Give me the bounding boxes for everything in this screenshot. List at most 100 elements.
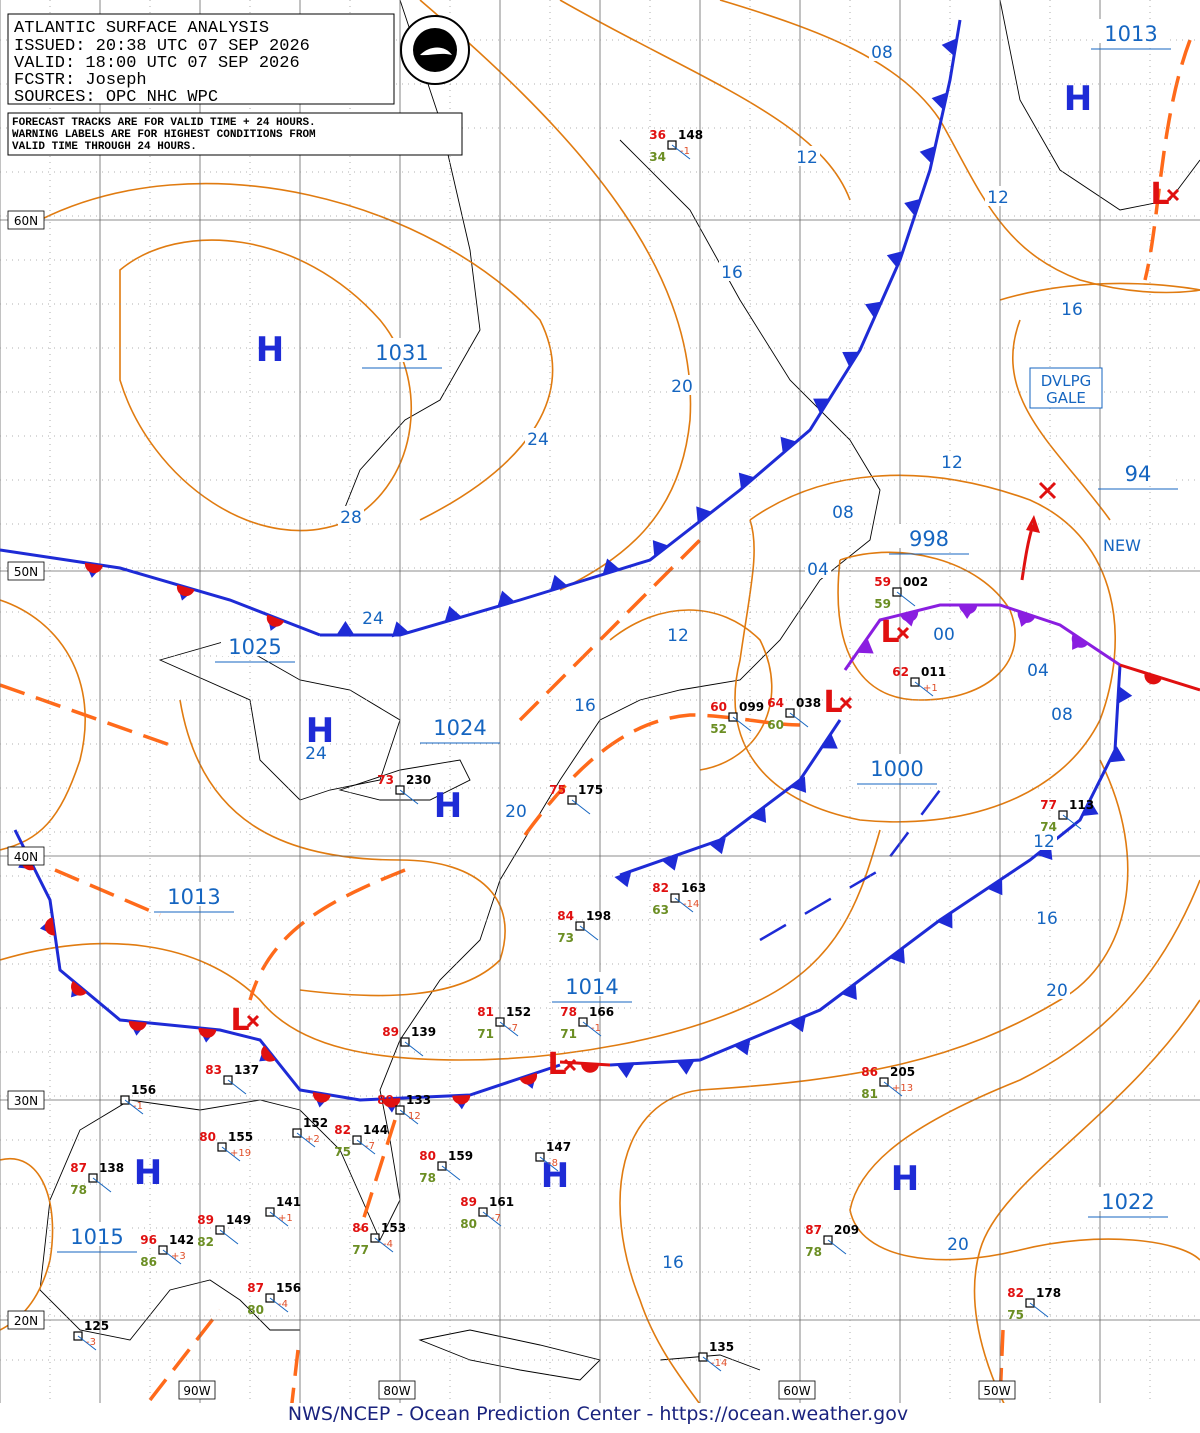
station-pressure: 153 [381,1221,406,1235]
wind-barb [674,897,694,913]
lat-label: 40N [14,850,38,864]
center-pressure: 1000 [870,757,923,781]
station-dewpoint: 80 [460,1217,477,1231]
station-dewpoint: 78 [805,1245,822,1259]
station-pressure: 125 [84,1319,109,1333]
isobar-label-bg [360,607,386,627]
wind-barb [499,1021,519,1037]
troughs [0,39,1192,1421]
station-pressure: 148 [678,128,703,142]
isobar-label-bg [945,1233,971,1253]
wind-barb [827,1239,847,1255]
lat-label: 60N [14,214,38,228]
low-cross [1166,188,1180,202]
isobar-label: 00 [933,625,955,645]
station-pressure: 163 [681,881,706,895]
wind-barb [441,1165,461,1181]
pressure-bg [863,754,931,778]
low-center: L [547,1047,566,1082]
station-tendency: -1 [591,1023,601,1034]
station-pressure: 230 [406,773,431,787]
notice-box [7,112,463,156]
pressure-bg [1097,19,1165,43]
station-temp: 75 [549,783,566,797]
isobar-label: 12 [1033,832,1055,852]
station-temp: 73 [377,773,394,787]
station-tendency: -7 [508,1023,518,1034]
station-temp: 84 [557,909,574,923]
station-temp: 83 [205,1063,222,1077]
station-dewpoint: 52 [710,722,727,736]
front-triangle [444,606,462,622]
isobar-label: 20 [505,802,527,822]
lon-label: 80W [383,1384,410,1398]
warning-label: DVLPG [1041,372,1092,390]
isobar-label: 04 [1027,661,1049,681]
front-semicircle [312,1092,331,1103]
front-triangle [616,1063,635,1079]
station-temp: 80 [419,1149,436,1163]
front-triangle [789,1015,806,1033]
station-pressure: 144 [363,1123,388,1137]
front-semicircle [70,980,87,996]
header-line: SOURCES: OPC NHC WPC [14,88,218,107]
station-pressure: 149 [226,1213,251,1227]
station-pressure: 002 [903,575,928,589]
isobar-label-bg [1025,659,1051,679]
front-triangle [813,398,830,414]
station-pressure: 209 [834,1223,859,1237]
wind-barb [221,1146,241,1162]
station-temp: 80 [199,1130,216,1144]
pressure-bg [895,524,963,548]
isobar-label-bg [805,558,831,578]
front-semicircle [519,1072,538,1085]
wind-barb [124,1099,144,1115]
center-pressure: 1013 [167,885,220,909]
isobar-label-bg [719,261,745,281]
wind-barb [219,1229,239,1245]
station-temp: 87 [805,1223,822,1237]
station-pressure: 152 [303,1116,328,1130]
front-triangle [1117,685,1133,704]
isobar-label-bg [665,624,691,644]
station-temp: 89 [197,1213,214,1227]
station-dewpoint: 60 [767,718,784,732]
station-temp: 64 [767,696,784,710]
wind-barb [77,1335,97,1351]
low-center: L [823,685,842,720]
wind-barb [269,1297,289,1313]
wind-barb [399,789,419,805]
front-triangle [919,146,936,164]
isobar-label: 16 [1036,909,1058,929]
wind-barb [374,1237,394,1253]
center-pressure: 94 [1125,462,1152,486]
wind-barb [896,591,916,607]
station-dewpoint: 74 [1040,820,1057,834]
front-triangle [821,733,838,749]
front-triangle [614,871,632,888]
isobar-label-bg [1034,907,1060,927]
wind-barb [702,1356,722,1372]
front-triangle [661,854,679,871]
station-tendency: -3 [86,1337,96,1348]
wind-barb [732,716,752,732]
station-tendency: +19 [230,1148,251,1159]
isobar-label-bg [338,506,364,526]
low-center: L [880,615,899,650]
station-pressure: 156 [131,1083,156,1097]
center-pressure: 1014 [565,975,618,999]
isobar-label: 28 [340,508,362,528]
station-tendency: -1 [680,146,690,157]
isobar-label: 12 [987,188,1009,208]
station-temp: 59 [874,575,891,589]
station-dewpoint: 82 [197,1235,214,1249]
front-triangle [842,351,859,368]
front-triangle [780,436,797,454]
isobar-label: 24 [362,609,384,629]
station-dewpoint: 71 [477,1027,494,1041]
front-triangle [937,911,953,929]
center-pressure: 1022 [1101,1190,1154,1214]
lon-label: 60W [783,1384,810,1398]
